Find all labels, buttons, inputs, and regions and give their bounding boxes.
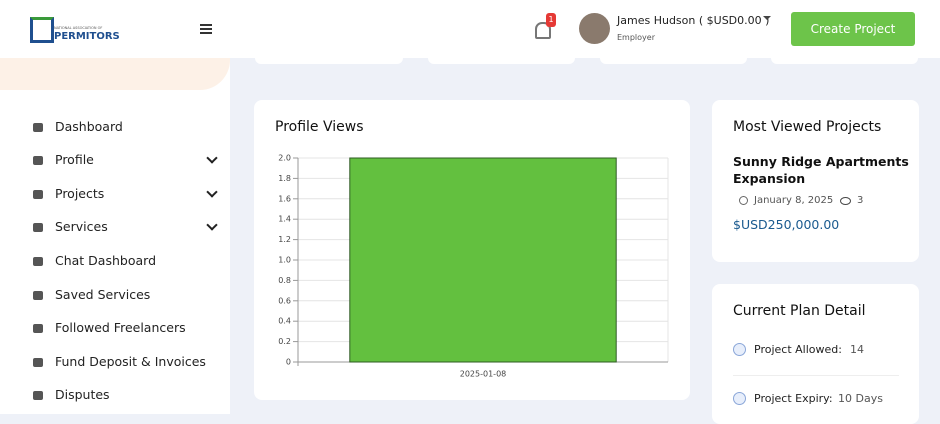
chart-title: Profile Views <box>275 119 364 135</box>
sidebar-banner <box>0 58 230 90</box>
check-icon <box>733 392 746 405</box>
y-tick-label: 1.2 <box>278 235 291 244</box>
user-caret[interactable] <box>763 16 771 24</box>
chart-card: Profile Views 0 0.2 0.4 0.6 0.8 1.0 1.2 1.4 1.6 1… <box>254 100 690 400</box>
project-price: $USD250,000.00 <box>733 217 840 232</box>
y-tick-label: 0 <box>286 358 291 367</box>
menu-toggle[interactable] <box>200 24 212 26</box>
check-icon <box>733 343 746 356</box>
logo[interactable]: PERMITORS <box>54 31 120 42</box>
project-views: 3 <box>857 195 864 206</box>
menu-item[interactable]: Services <box>55 219 108 234</box>
y-tick-label: 1.0 <box>278 256 291 265</box>
menu-item[interactable]: Chat Dashboard <box>55 253 157 268</box>
project-date: January 8, 2025 <box>754 195 834 206</box>
menu-icon <box>33 358 43 367</box>
menu-item[interactable]: Profile <box>55 152 94 167</box>
menu-icon <box>33 223 43 232</box>
menu-icon <box>33 391 43 400</box>
stat-card <box>255 52 403 64</box>
plan-label: Project Expiry: <box>754 392 833 405</box>
menu-icon <box>33 257 43 266</box>
most-viewed-card: Most Viewed Projects Sunny Ridge Apartme… <box>712 100 919 262</box>
chart: 0 0.2 0.4 0.6 0.8 1.0 1.2 1.4 1.6 1.8 2.0 2025-01-0… <box>278 154 669 379</box>
y-tick-label: 0.2 <box>278 337 291 346</box>
plan-label: Project Allowed: <box>754 343 842 356</box>
menu-icon <box>33 156 43 165</box>
plan-value: 14 <box>850 343 864 356</box>
menu-icon <box>33 324 43 333</box>
menu-item[interactable]: Projects <box>55 186 105 201</box>
bell[interactable] <box>535 22 551 39</box>
menu-icon <box>33 123 43 132</box>
card-title: Current Plan Detail <box>733 303 866 319</box>
divider <box>733 375 899 376</box>
plan-value: 10 Days <box>838 392 883 405</box>
badge: 1 <box>546 13 556 27</box>
user-role: Employer <box>617 33 655 42</box>
avatar[interactable] <box>579 13 610 44</box>
create-project-button[interactable]: Create Project <box>791 12 915 46</box>
y-tick-label: 1.6 <box>278 194 291 203</box>
stat-card <box>428 52 575 64</box>
menu-icon <box>33 291 43 300</box>
y-tick-label: 1.8 <box>278 174 291 183</box>
y-tick-label: 1.4 <box>278 215 291 224</box>
logo-icon <box>30 17 54 43</box>
y-tick-label: 0.6 <box>278 296 291 305</box>
bar <box>349 157 617 363</box>
menu-icon <box>33 190 43 199</box>
plan-card: Current Plan Detail Project Allowed: 14 … <box>712 284 919 424</box>
menu-item[interactable]: Saved Services <box>55 287 151 302</box>
eye-icon <box>840 197 851 205</box>
menu-item[interactable]: Fund Deposit & Invoices <box>55 354 206 369</box>
clock-icon <box>739 196 748 205</box>
menu-item[interactable]: Dashboard <box>55 119 123 134</box>
sidebar <box>0 58 230 414</box>
menu-item[interactable]: Followed Freelancers <box>55 320 186 335</box>
menu-item[interactable]: Disputes <box>55 387 110 402</box>
stat-card <box>771 52 918 64</box>
y-tick-label: 0.4 <box>278 317 291 326</box>
y-tick-label: 0.8 <box>278 276 291 285</box>
logo-small: NATIONAL ASSOCIATION OF <box>54 26 103 30</box>
user-name[interactable]: James Hudson ( $USD0.00 ) <box>617 14 770 27</box>
project-name[interactable]: Sunny Ridge Apartments Expansion <box>733 154 909 186</box>
x-tick-label: 2025-01-08 <box>460 370 507 379</box>
y-tick-label: 2.0 <box>278 154 291 163</box>
card-title: Most Viewed Projects <box>733 119 882 135</box>
header <box>0 0 940 58</box>
stat-card <box>600 52 747 64</box>
